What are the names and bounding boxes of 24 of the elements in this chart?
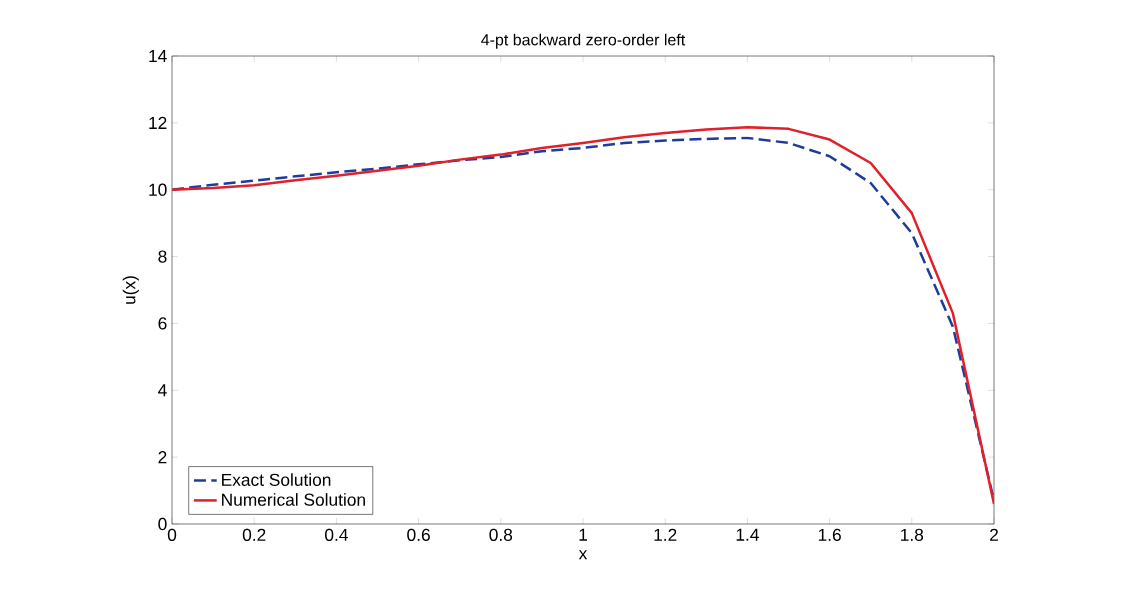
x-axis-title: x [578,550,588,560]
x-tick-label: 1.8 [901,528,924,541]
y-tick-label: 2 [158,451,167,464]
x-tick-label: 0 [167,528,177,541]
y-tick-label: 0 [158,517,167,531]
y-tick-label: 10 [149,183,167,196]
x-tick-label: 0.8 [489,528,513,541]
x-tick-label: 1.6 [818,528,841,541]
chart-title: 4-pt backward zero-order left [481,33,686,49]
y-tick-label: 8 [158,250,167,263]
x-tick-label: 1.2 [654,528,677,541]
legend-label: Numerical Solution [222,493,365,506]
x-tick-label: 1.4 [736,528,759,541]
y-tick-label: 14 [149,50,167,62]
x-tick-label: 0.2 [242,528,266,541]
y-tick-label: 12 [149,116,167,129]
x-tick-label: 0.4 [325,528,348,541]
x-tick-label: 0.6 [407,528,430,541]
y-tick-label: 4 [158,384,167,397]
y-axis-title: u(x) [122,276,139,304]
y-tick-label: 6 [158,317,167,330]
legend-label: Exact Solution [222,473,331,486]
x-tick-label: 1 [579,528,587,541]
x-tick-label: 2 [990,528,998,541]
